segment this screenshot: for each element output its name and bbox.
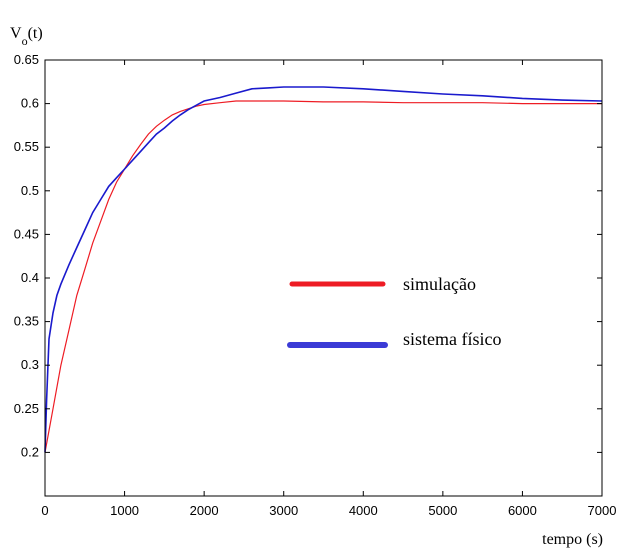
x-axis-label: tempo (s): [542, 531, 603, 548]
x-tick-label: 5000: [428, 503, 457, 518]
axes: [44, 59, 603, 497]
y-tick-label: 0.25: [14, 401, 39, 416]
x-tick-label: 4000: [349, 503, 378, 518]
y-tick-label: 0.2: [21, 444, 39, 459]
y-tick-label: 0.55: [14, 139, 39, 154]
y-axis-label-suffix: (t): [28, 25, 43, 42]
ticks: 0 1000 2000 3000 4000 5000 6000 7000 0.2 0.25 0.3 0…: [14, 52, 617, 518]
y-axis-label-sub: o: [22, 34, 28, 48]
plot-area: [44, 86, 603, 453]
x-tick-label: 7000: [588, 503, 617, 518]
y-tick-label: 0.4: [21, 270, 39, 285]
y-tick-label: 0.6: [21, 96, 39, 111]
x-tick-label: 0: [41, 503, 48, 518]
x-tick-label: 6000: [508, 503, 537, 518]
legend-label-sistema-fisico: sistema físico: [403, 329, 501, 349]
legend: simulação sistema físico: [287, 274, 501, 349]
series-line-1: [44, 86, 603, 453]
y-tick-label: 0.3: [21, 357, 39, 372]
y-tick-label: 0.65: [14, 52, 39, 67]
x-tick-label: 3000: [269, 503, 298, 518]
legend-label-simulacao: simulação: [403, 274, 476, 294]
series-line-0: [44, 100, 602, 453]
y-axis-label: Vo(t): [10, 25, 43, 48]
y-tick-label: 0.35: [14, 314, 39, 329]
x-tick-label: 1000: [110, 503, 139, 518]
plot-frame: [44, 59, 603, 497]
x-tick-label: 2000: [190, 503, 219, 518]
y-tick-label: 0.5: [21, 183, 39, 198]
y-tick-label: 0.45: [14, 226, 39, 241]
y-axis-label-main: V: [10, 25, 22, 42]
